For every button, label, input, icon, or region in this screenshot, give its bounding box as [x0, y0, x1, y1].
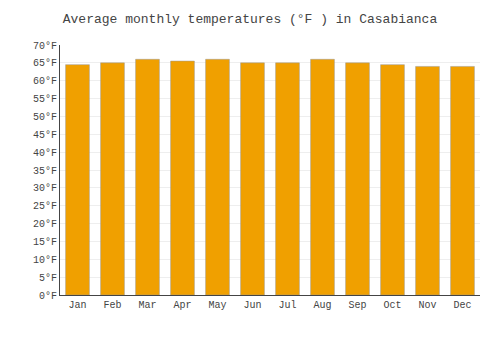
svg-text:Jun: Jun: [243, 300, 261, 311]
svg-text:20°F: 20°F: [33, 219, 57, 230]
svg-text:45°F: 45°F: [33, 130, 57, 141]
svg-text:65°F: 65°F: [33, 58, 57, 69]
svg-text:0°F: 0°F: [39, 291, 57, 302]
svg-text:Jul: Jul: [278, 300, 296, 311]
svg-text:60°F: 60°F: [33, 76, 57, 87]
svg-text:Dec: Dec: [453, 300, 471, 311]
svg-text:40°F: 40°F: [33, 148, 57, 159]
svg-text:10°F: 10°F: [33, 255, 57, 266]
svg-text:35°F: 35°F: [33, 166, 57, 177]
svg-text:Feb: Feb: [103, 300, 121, 311]
svg-text:70°F: 70°F: [33, 41, 57, 52]
svg-text:Oct: Oct: [383, 300, 401, 311]
svg-text:Average monthly temperatures (: Average monthly temperatures (°F ) in Ca…: [63, 12, 438, 27]
svg-text:50°F: 50°F: [33, 112, 57, 123]
svg-text:5°F: 5°F: [39, 273, 57, 284]
svg-text:55°F: 55°F: [33, 94, 57, 105]
svg-text:May: May: [208, 300, 226, 311]
svg-text:15°F: 15°F: [33, 237, 57, 248]
svg-text:Aug: Aug: [313, 300, 331, 311]
svg-text:Sep: Sep: [348, 300, 366, 311]
svg-text:25°F: 25°F: [33, 201, 57, 212]
svg-text:30°F: 30°F: [33, 183, 57, 194]
svg-text:Nov: Nov: [418, 300, 436, 311]
svg-text:Apr: Apr: [173, 300, 191, 311]
svg-text:Jan: Jan: [68, 300, 86, 311]
svg-text:Mar: Mar: [138, 300, 156, 311]
